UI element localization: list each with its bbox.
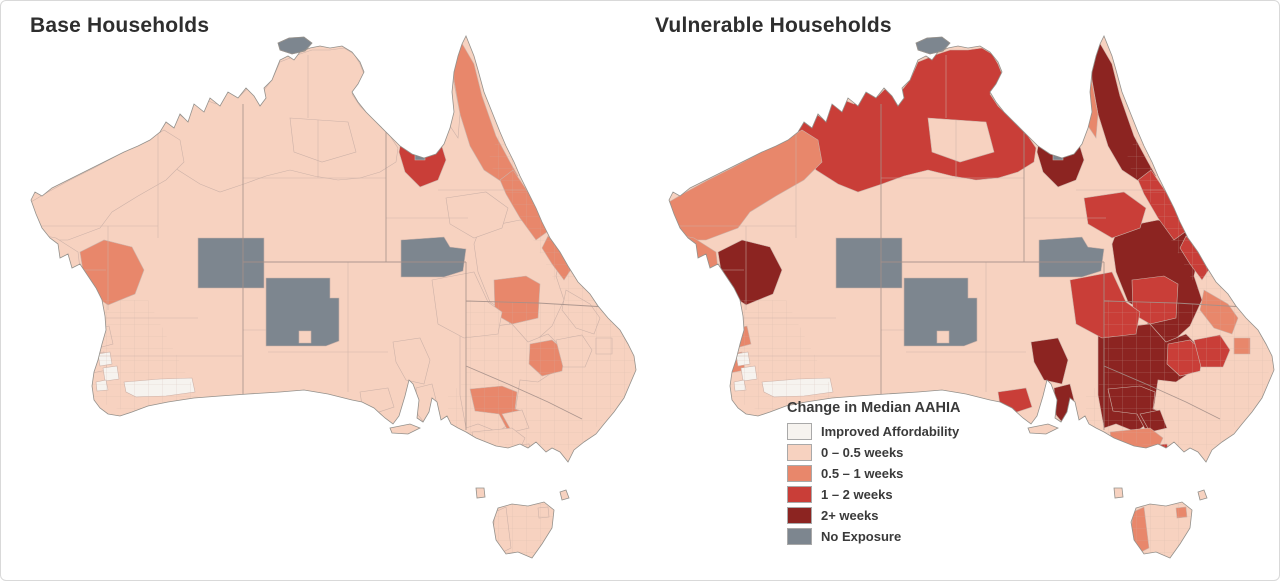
legend-swatch-0-05-weeks (787, 443, 812, 461)
qld-north-fringe-region (1083, 191, 1147, 239)
legend-swatch-no-exposure (787, 527, 812, 545)
wa-central-desert-region (197, 237, 265, 289)
map-title-vulnerable: Vulnerable Households (655, 14, 892, 37)
map-title-base: Base Households (30, 14, 210, 37)
legend-label: 1 – 2 weeks (821, 486, 893, 502)
kangaroo-island-shape (390, 424, 420, 434)
australia-geometry (30, 35, 637, 559)
kimberley-topend-region (157, 47, 399, 193)
legend-label: Improved Affordability (821, 423, 960, 439)
legend-swatch-1-2-weeks (787, 485, 812, 503)
king-island-shape (476, 488, 485, 498)
maralinga-lands-region (903, 277, 978, 347)
kimberley-topend-region (795, 47, 1037, 193)
legend-item: 1 – 2 weeks (787, 485, 1017, 503)
flinders-ranges-region (1030, 337, 1069, 385)
qld-north-fringe-region (445, 191, 509, 239)
kangaroo-island-shape (1028, 424, 1058, 434)
maralinga-notch-region (298, 330, 312, 344)
legend-item: No Exposure (787, 527, 1017, 545)
legend: Change in Median AAHIA Improved Affordab… (787, 400, 1017, 549)
legend-item: 0.5 – 1 weeks (787, 464, 1017, 482)
flinders-ranges-region (392, 337, 431, 385)
wiluna-region (49, 273, 79, 317)
se-district-mesh (1086, 300, 1274, 450)
qld-coast-mesh (488, 132, 598, 306)
legend-title: Change in Median AAHIA (787, 400, 961, 416)
legend-item: 2+ weeks (787, 506, 1017, 524)
mainland-regions (31, 39, 636, 455)
tasmania-regions (493, 502, 554, 558)
maralinga-lands-region (265, 277, 340, 347)
maralinga-notch-region (936, 330, 950, 344)
legend-label: 0.5 – 1 weeks (821, 465, 904, 481)
legend-item: 0 – 0.5 weeks (787, 443, 1017, 461)
legend-label: No Exposure (821, 528, 902, 544)
se-district-mesh (448, 300, 636, 450)
wa-central-desert-region (835, 237, 903, 289)
nt-central-pocket-region (927, 117, 995, 163)
wiluna-region (687, 273, 717, 317)
map-base (30, 35, 637, 559)
tasmania-regions (1131, 502, 1192, 558)
nt-central-pocket-region (289, 117, 357, 163)
legend-swatch-improved (787, 422, 812, 440)
qld-coast-mesh (1126, 132, 1236, 306)
state-border-lines (880, 104, 1245, 430)
tas-district-mesh (493, 502, 554, 558)
tas-district-mesh (1131, 502, 1192, 558)
legend-label: 0 – 0.5 weeks (821, 444, 904, 460)
sa-qld-corner-region (400, 236, 467, 278)
legend-swatch-2plus-weeks (787, 506, 812, 524)
legend-swatch-05-1-weeks (787, 464, 812, 482)
state-border-lines (242, 104, 607, 430)
sa-qld-corner-region (1038, 236, 1105, 278)
legend-item: Improved Affordability (787, 422, 1017, 440)
legend-label: 2+ weeks (821, 507, 879, 523)
king-island-shape (1114, 488, 1123, 498)
